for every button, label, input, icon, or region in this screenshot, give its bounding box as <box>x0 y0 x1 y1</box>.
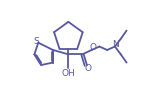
Text: S: S <box>34 37 40 46</box>
Text: O: O <box>89 43 96 52</box>
Text: OH: OH <box>62 69 75 78</box>
Text: O: O <box>84 64 91 73</box>
Text: N: N <box>112 40 119 49</box>
